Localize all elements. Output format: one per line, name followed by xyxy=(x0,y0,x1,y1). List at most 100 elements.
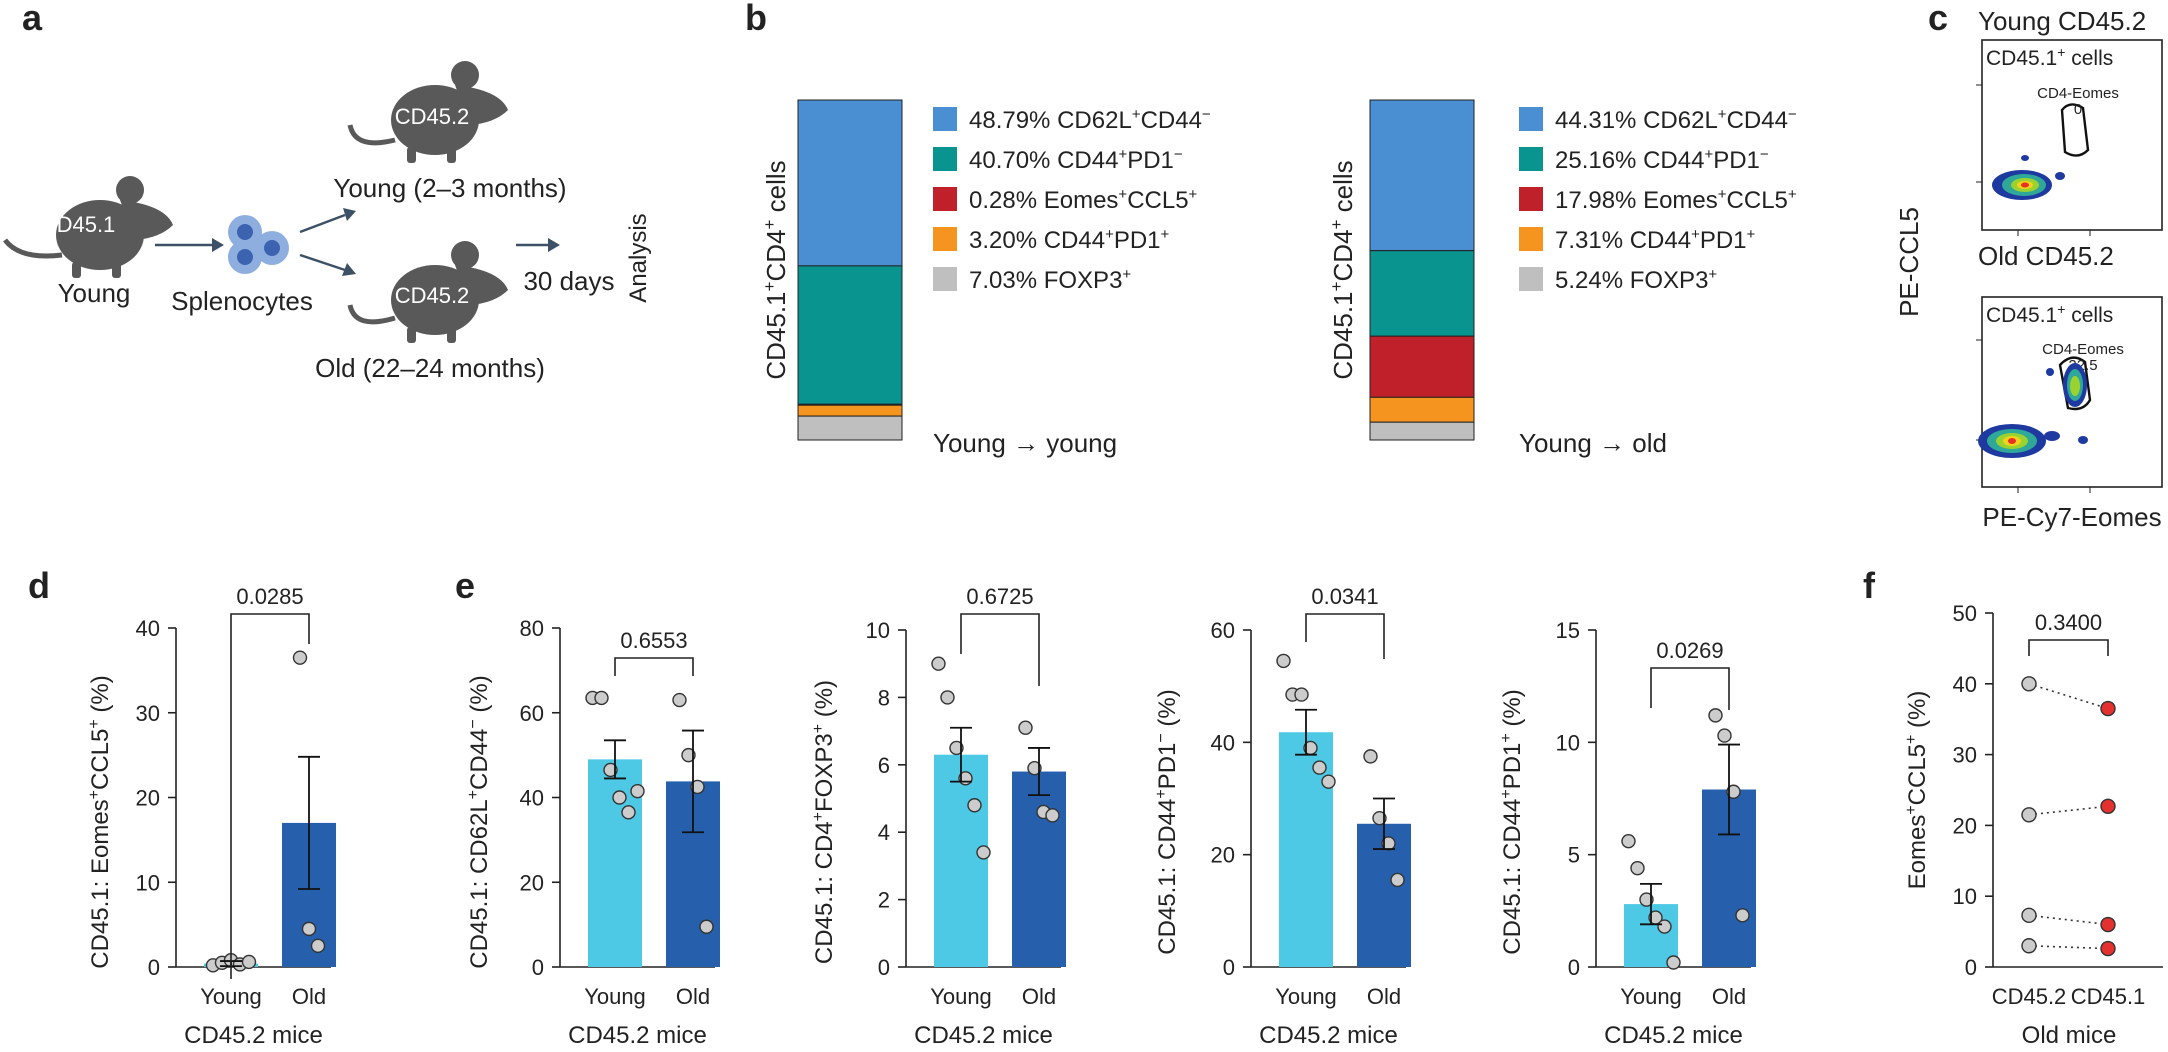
legend-entry-0-3: 3.20% CD44+​PD1+​ xyxy=(969,226,1170,254)
data-point xyxy=(1363,749,1378,764)
significance-bracket xyxy=(1650,667,1730,710)
y-axis-label-part: + xyxy=(1153,789,1170,798)
legend-part: − xyxy=(1202,106,1211,123)
legend-part: + xyxy=(1122,266,1131,283)
legend-pct: 5.24% xyxy=(1555,267,1630,294)
data-point xyxy=(292,650,308,665)
x-tick-label: Old xyxy=(1712,984,1746,1009)
stack-ylabel-part: CD45.1 xyxy=(761,291,791,379)
y-axis-label: CD45.1: CD62L+​CD44−​ (%) xyxy=(465,675,493,968)
chart-d: 0 10 20 30 40 Young Old CD45.2 mice CD45.1: Eome… xyxy=(86,584,336,1049)
y-axis-label-part: − xyxy=(465,719,482,728)
legend-swatch-0-1 xyxy=(933,147,957,171)
data-point xyxy=(1312,760,1327,775)
data-point xyxy=(1735,908,1750,923)
legend-swatch-0-4 xyxy=(933,267,957,291)
recipient-young-label: Young (2–3 months) xyxy=(333,173,566,203)
legend-part: + xyxy=(1747,226,1756,243)
x-axis-label: CD45.2 mice xyxy=(1259,1022,1398,1049)
legend-part: CD44 xyxy=(1643,147,1704,174)
flow-plot-old-label: CD45.1+ cells xyxy=(1986,301,2113,327)
pair-link xyxy=(2028,914,2109,926)
x-tick-label: Young xyxy=(1275,984,1337,1009)
flow-ylabel: PE-CCL5 xyxy=(1894,207,1924,317)
y-axis-label-part: PD1 xyxy=(1154,743,1181,790)
data-point xyxy=(690,779,705,795)
significance-bracket xyxy=(2028,639,2109,656)
y-axis-label-part: CCL5 xyxy=(87,729,114,790)
legend-entry-1-1: 25.16% CD44+​PD1−​ xyxy=(1555,146,1769,174)
p-value: 0.3400 xyxy=(2035,610,2102,635)
y-tick-label: 0 xyxy=(148,955,160,980)
old-recipient-strain: CD45.2 xyxy=(395,283,470,308)
legend-part: + xyxy=(1161,226,1170,243)
data-point xyxy=(1657,919,1672,934)
y-tick-label: 80 xyxy=(520,616,544,641)
legend-part: + xyxy=(1118,186,1127,203)
legend-part: PD1 xyxy=(1127,147,1174,174)
bar-old xyxy=(1012,771,1066,967)
chart-e1: 0 20 40 60 80 Young Old CD45.2 mice CD45.1: CD62… xyxy=(465,616,720,1049)
y-axis-label-part: CD44 xyxy=(466,729,493,790)
data-point xyxy=(301,921,317,937)
panel-a: a CD45.1 Young Splenocytes xyxy=(3,0,652,383)
point-cd45-2 xyxy=(2021,807,2037,823)
p-value: 0.0285 xyxy=(236,584,303,609)
y-tick-label: 20 xyxy=(520,870,544,895)
cell-density-young xyxy=(1992,155,2065,200)
legend-entry-1-4: 5.24% FOXP3+​ xyxy=(1555,266,1717,294)
legend-part: + xyxy=(1718,186,1727,203)
chart-e2: 0 2 4 6 8 10 Young Old CD45.2 mice CD45.1: CD4+​F… xyxy=(810,584,1066,1049)
y-axis-label-part: (%) xyxy=(87,675,114,719)
bar-young xyxy=(934,754,988,967)
legend-part: CD44 xyxy=(1727,107,1788,134)
y-axis-label-part: + xyxy=(86,719,103,728)
data-point xyxy=(1708,708,1723,723)
panel-label-a: a xyxy=(22,0,43,38)
x-tick-label: Young xyxy=(584,984,646,1009)
gate-label-young: CD4-Eomes xyxy=(2037,85,2119,102)
stack-segment-1-1 xyxy=(1369,250,1475,337)
gate-young xyxy=(2060,103,2090,157)
y-tick-label: 20 xyxy=(1211,843,1235,868)
y-axis-label-part: + xyxy=(810,724,827,733)
y-tick-label: 15 xyxy=(1556,618,1580,643)
y-axis-label-part: (%) xyxy=(466,675,493,719)
y-tick-label: 40 xyxy=(520,786,544,811)
data-point xyxy=(976,845,991,860)
panel-c: c Young CD45.2 CD45.1+ cells CD4-Eomes 0 xyxy=(1894,0,2163,532)
y-tick-label: 60 xyxy=(1211,618,1235,643)
y-tick-label: 6 xyxy=(878,753,890,778)
y-axis-label-part: CCL5 xyxy=(1904,744,1931,805)
donor-strain-label: CD45.1 xyxy=(41,212,116,237)
endpoint-label: Analysis xyxy=(625,213,652,302)
y-tick-label: 60 xyxy=(520,701,544,726)
y-axis-label-part: (%) xyxy=(1904,691,1931,735)
legend-part: + xyxy=(1708,266,1717,283)
legend-part: + xyxy=(1132,106,1141,123)
y-tick-label: 0 xyxy=(878,955,890,980)
stack-ylabel-part: CD4 xyxy=(1328,230,1358,282)
x-axis-label: CD45.2 mice xyxy=(568,1022,707,1049)
flow-title-old: Old CD45.2 xyxy=(1978,241,2114,271)
legend-entry-0-4: 7.03% FOXP3+​ xyxy=(969,266,1131,294)
point-cd45-2 xyxy=(2021,676,2037,692)
y-tick-label: 0 xyxy=(1568,955,1580,980)
pair-link xyxy=(2028,683,2109,710)
stack-segment-0-3 xyxy=(797,404,903,417)
p-value: 0.0269 xyxy=(1656,638,1723,663)
mouse-donor-icon xyxy=(3,176,173,278)
x-axis-label: CD45.2 mice xyxy=(914,1022,1053,1049)
y-axis-label-part: CD45.1: CD44 xyxy=(1499,799,1526,955)
panel-label-d: d xyxy=(28,565,50,606)
flow-plot-young: CD45.1+ cells CD4-Eomes 0 xyxy=(1976,39,2163,236)
legend-pct: 0.28% xyxy=(969,187,1044,214)
legend-part: − xyxy=(1174,146,1183,163)
stack-segment-1-4 xyxy=(1369,421,1475,441)
legend-pct: 48.79% xyxy=(969,107,1057,134)
stack-ylabel-part: + xyxy=(760,281,779,291)
gate-value-young: 0 xyxy=(2074,101,2082,118)
y-axis-label-part: − xyxy=(1153,733,1170,742)
x-tick-label: Old xyxy=(1367,984,1401,1009)
legend-part: CD62L xyxy=(1057,107,1132,134)
